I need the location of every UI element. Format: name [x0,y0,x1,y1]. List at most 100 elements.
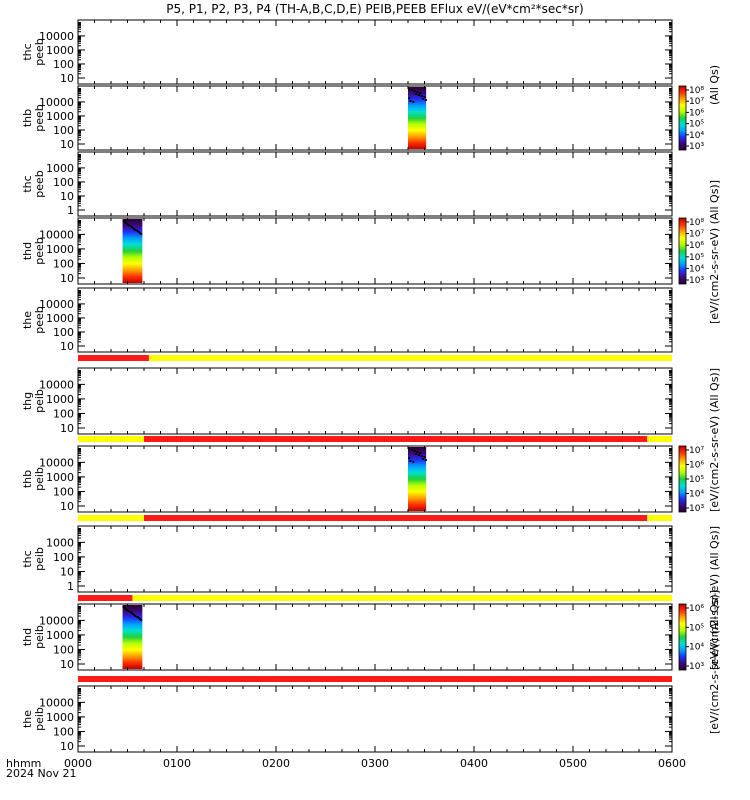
colorbar-tick-label: 10⁶ [689,461,704,471]
spectrogram-noise [422,98,424,100]
colorbar-tick-label: 10⁵ [689,475,704,485]
spectrogram-noise [136,616,139,618]
y-tick-label: 10 [60,190,74,203]
y-tick-label: 100 [53,124,74,137]
mode-bar-segment [647,515,672,521]
spectrogram-noise [131,227,134,229]
x-tick-label: 0600 [658,757,686,770]
panel-product-label: peib [33,467,46,491]
colorbar-unit-label: [eV/(cm2-s-sr-eV) (All Qs)] [708,526,721,670]
mode-bar-segment [647,436,672,442]
mode-bar-segment [148,355,672,361]
panel-probe-label: thb [21,470,34,488]
y-tick-label: 10 [60,500,74,513]
spectrogram-noise [420,95,423,97]
colorbar-tick-label: 10⁵ [689,623,704,633]
mode-bar-segment [78,676,672,682]
y-tick-label: 1000 [46,711,74,724]
panel-frame [77,151,673,217]
spectrogram-noise [130,612,133,614]
y-tick-label: 100 [53,176,74,189]
colorbar-tick-label: 10⁷ [689,446,704,456]
spectrogram-noise [410,89,413,91]
mode-bar-segment [78,595,133,601]
colorbar-tick-label: 10³ [689,276,704,286]
y-tick-label: 10000 [39,378,74,391]
y-tick-label: 1000 [46,471,74,484]
spectrogram-noise [422,458,424,460]
colorbar-tick-label: 10⁸ [689,218,704,228]
spectrogram-noise [417,94,420,96]
spectrogram-noise [126,223,129,225]
colorbar-tick-label: 10⁷ [689,230,704,240]
spectrogram-noise [123,221,126,223]
spectrogram-noise [122,606,125,608]
spectrogram-noise [423,456,426,458]
panel-frame [77,287,673,353]
y-tick-label: 10000 [39,696,74,709]
spectrogram-noise [134,229,137,231]
y-tick-label: 10000 [39,30,74,43]
spectrogram-noise [408,97,411,99]
y-tick-label: 1000 [46,536,74,549]
spectrogram-noise [420,455,423,457]
spectrogram-noise [123,607,126,609]
y-tick-label: 1000 [46,312,74,325]
y-tick-label: 100 [53,725,74,738]
y-tick-label: 10 [60,740,74,753]
spectrogram-noise [408,457,411,459]
y-tick-label: 10 [60,272,74,285]
spectrogram-noise [129,225,132,227]
panel-probe-label: thc [21,175,34,192]
colorbar-unit-label: [eV/(cm2-s-sr-eV) (All Qs)] [708,368,721,512]
spectrogram-noise [140,619,143,621]
colorbar-tick-label: 10⁷ [689,97,704,107]
y-tick-label: 100 [53,485,74,498]
colorbar-tick-label: 10⁸ [689,86,704,96]
y-tick-label: 1000 [46,393,74,406]
colorbar-tick-label: 10⁴ [689,643,704,653]
panel-frame [77,685,673,753]
x-axis-label-line2: 2024 Nov 21 [6,767,76,780]
spectrogram-noise [137,617,140,619]
colorbar [678,217,687,285]
y-tick-label: 10000 [39,456,74,469]
spectrogram-noise [409,100,412,102]
panel-product-label: peeb [33,170,46,198]
y-tick-label: 10000 [39,96,74,109]
x-tick-label: 0500 [559,757,587,770]
y-tick-label: 10 [60,138,74,151]
spectrogram-noise [134,615,137,617]
panel-probe-label: thd [21,242,34,260]
y-tick-label: 10000 [39,228,74,241]
colorbar [678,445,687,513]
y-tick-label: 10 [60,658,74,671]
panel-probe-label: thc [21,550,34,567]
spectrogram-noise [136,230,139,232]
spectrogram-noise [124,608,127,610]
spectrogram-noise [130,226,133,228]
colorbar-tick-label: 10⁴ [689,131,704,141]
y-tick-label: 1000 [46,110,74,123]
mode-bar-segment [132,595,672,601]
spectrogram-noise [423,96,426,98]
panel-frame [77,19,673,85]
spectrogram-noise [122,220,125,222]
spectrogram-noise [133,228,136,230]
mode-bar-segment [78,355,149,361]
spectrogram-noise [410,449,413,451]
panel-probe-label: thd [21,628,34,646]
spectrogram-noise [138,232,141,234]
spectrogram-noise [419,92,422,94]
panel-frame [77,217,673,285]
spectrogram-noise [416,451,419,453]
x-tick-label: 0100 [163,757,191,770]
y-tick-label: 1 [67,580,74,593]
y-tick-label: 10 [60,72,74,85]
mode-bar-segment [78,515,144,521]
panel-product-label: peib [33,547,46,571]
mode-bar-segment [144,436,648,442]
spectrogram-data-block [408,447,427,511]
y-tick-label: 1000 [46,162,74,175]
spectrogram-noise [424,99,427,101]
